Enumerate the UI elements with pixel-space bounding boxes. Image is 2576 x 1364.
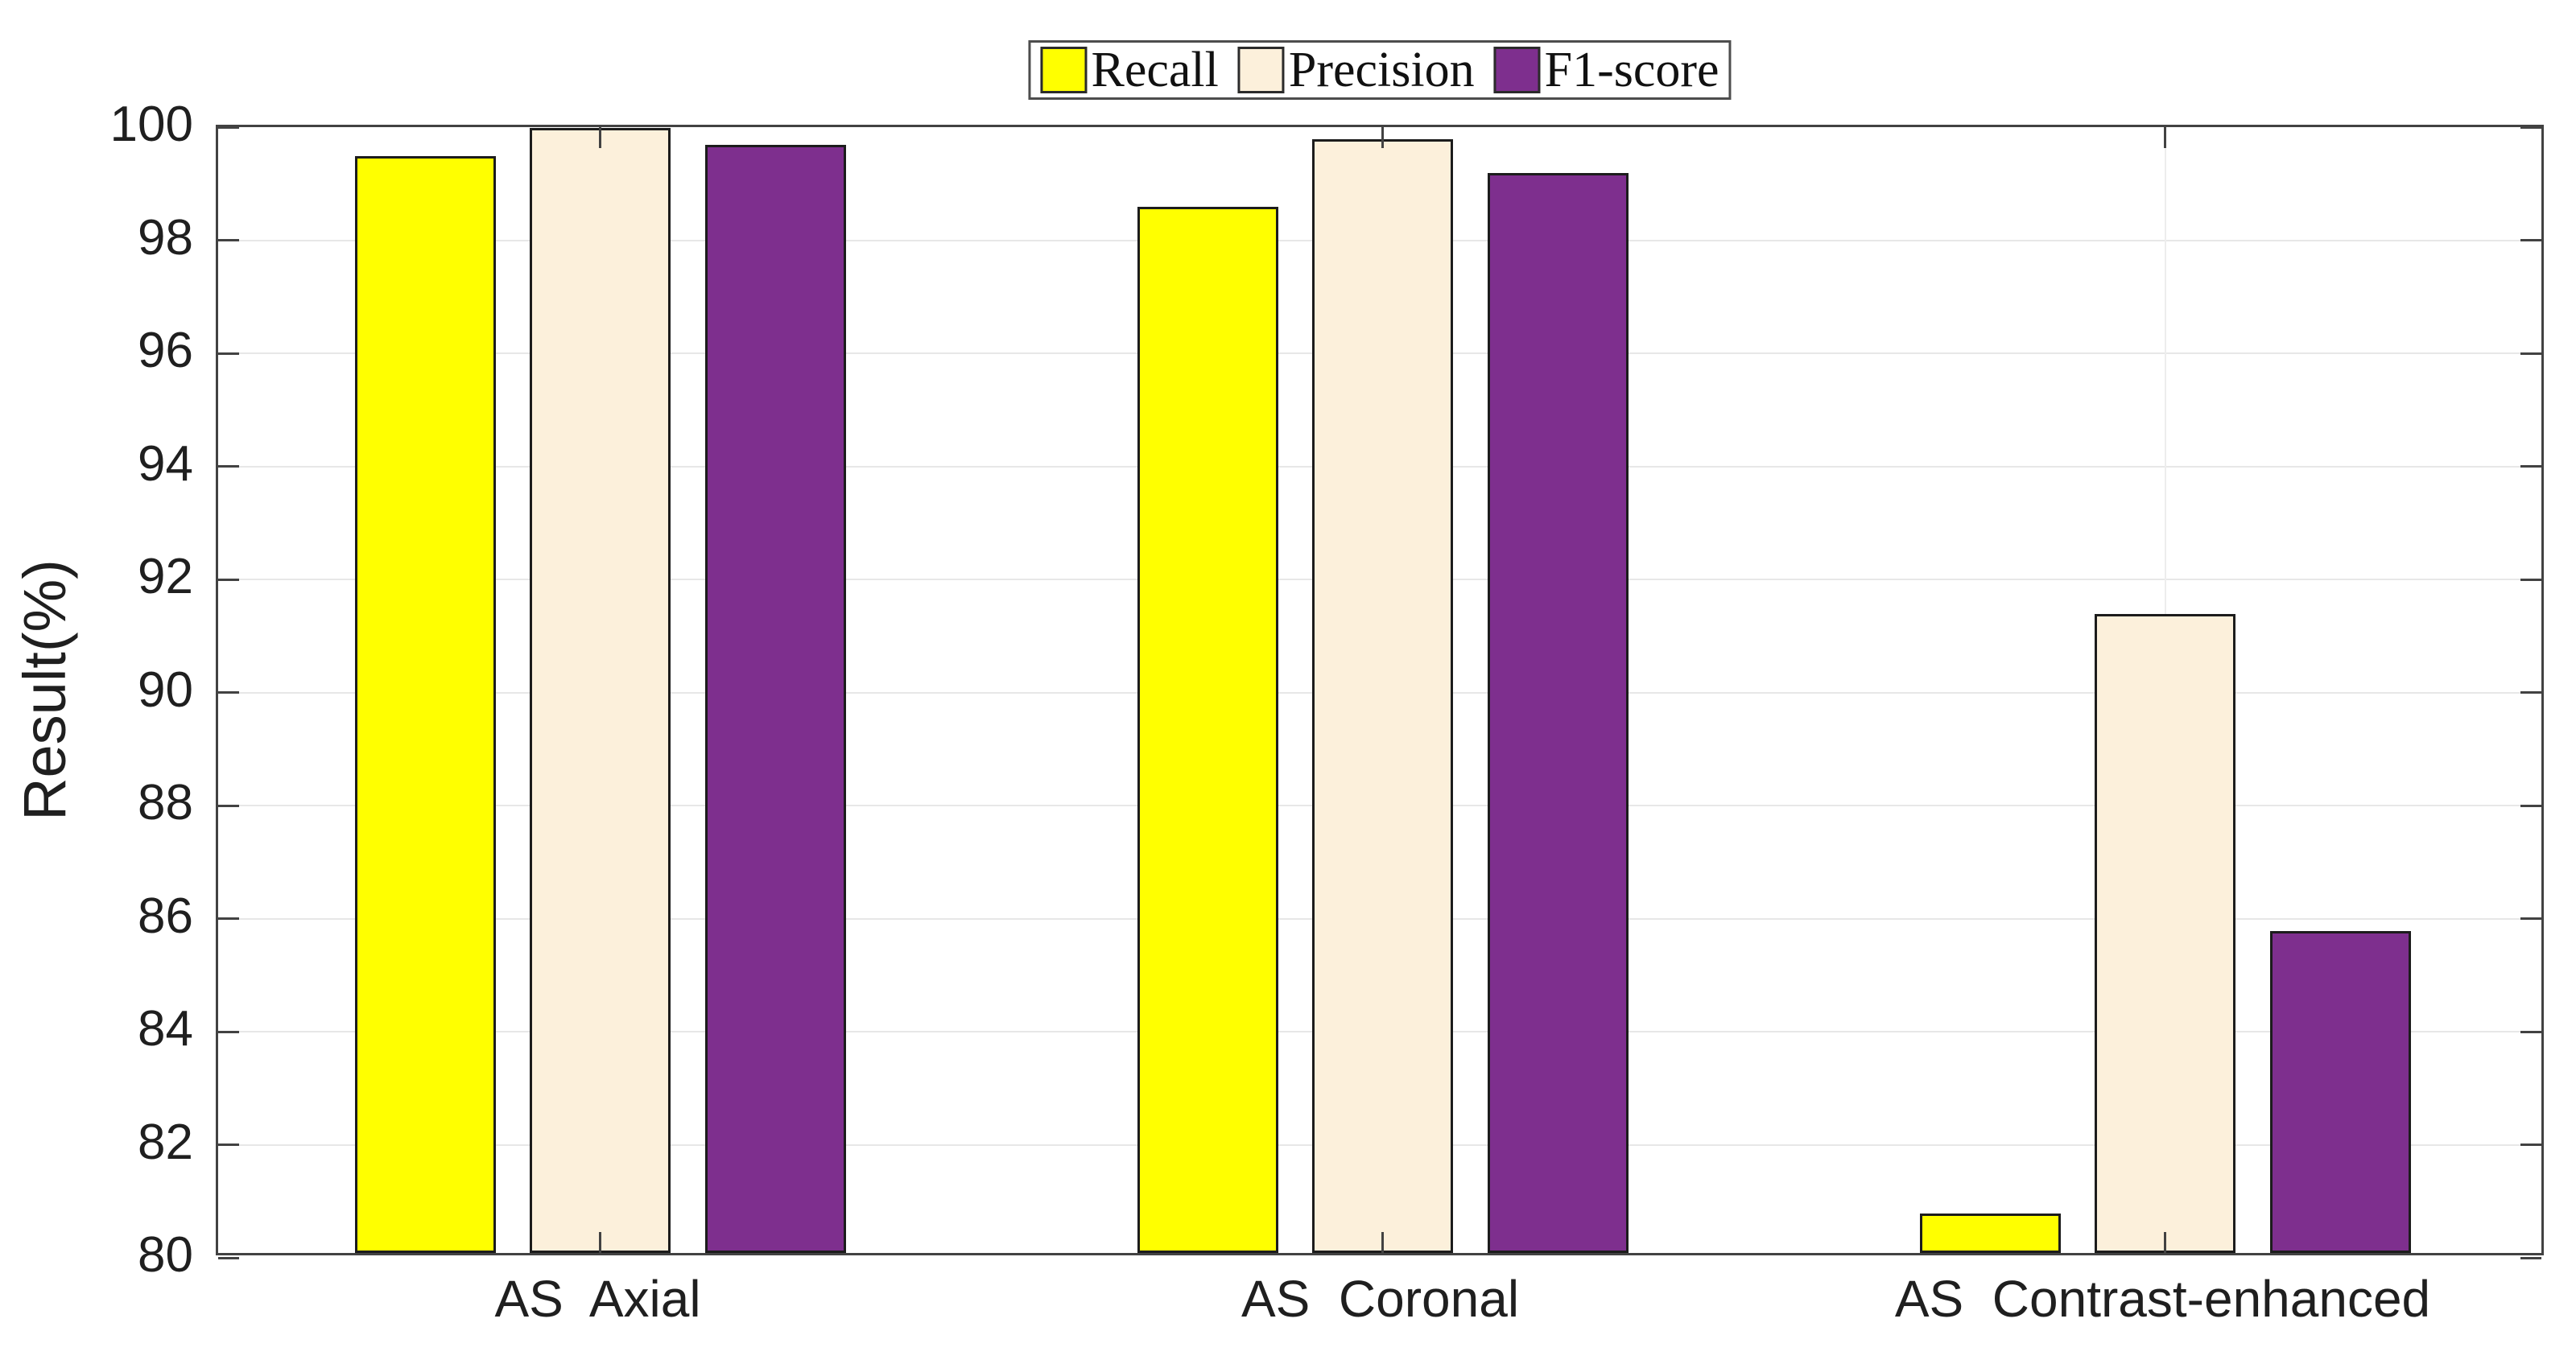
- y-tick-right-96: [2520, 352, 2541, 355]
- bar-recall-group-2: [1137, 207, 1278, 1253]
- y-axis-title-wrap: Result(%): [8, 125, 80, 1255]
- legend-item-recall: Recall: [1040, 42, 1219, 99]
- bar-f1-score-group-3: [2269, 930, 2411, 1253]
- y-tick-left-94: [218, 465, 239, 468]
- y-tick-left-84: [218, 1030, 239, 1033]
- y-tick-left-92: [218, 578, 239, 581]
- x-category-label-1: AS Axial: [494, 1270, 701, 1328]
- y-tick-right-90: [2520, 691, 2541, 694]
- x-category-label-2: AS Coronal: [1241, 1270, 1520, 1328]
- legend-swatch-recall: [1040, 47, 1088, 93]
- y-tick-left-82: [218, 1144, 239, 1146]
- bar-precision-group-1: [530, 128, 671, 1253]
- x-tick-bottom-group-1: [599, 1232, 601, 1253]
- bar-precision-group-2: [1312, 139, 1453, 1253]
- x-tick-top-group-3: [2164, 127, 2166, 148]
- bar-f1-score-group-2: [1487, 173, 1629, 1253]
- y-tick-label-86: 86: [138, 888, 193, 944]
- y-tick-label-90: 90: [138, 661, 193, 718]
- bar-recall-group-1: [354, 156, 496, 1253]
- legend-swatch-precision: [1237, 47, 1285, 93]
- x-category-label-3: AS Contrast-enhanced: [1894, 1270, 2431, 1328]
- legend-item-f1-score: F1-score: [1493, 42, 1719, 99]
- bar-f1-score-group-1: [704, 145, 846, 1253]
- y-tick-left-100: [218, 126, 239, 129]
- y-tick-left-96: [218, 352, 239, 355]
- legend-label-precision: Precision: [1288, 42, 1475, 97]
- x-tick-top-group-2: [1381, 127, 1384, 148]
- y-tick-right-88: [2520, 804, 2541, 807]
- legend-label-f1-score: F1-score: [1544, 42, 1719, 97]
- x-tick-bottom-group-2: [1381, 1232, 1384, 1253]
- y-tick-left-98: [218, 239, 239, 241]
- y-axis-title: Result(%): [10, 559, 78, 821]
- y-tick-label-94: 94: [138, 435, 193, 492]
- y-tick-right-98: [2520, 239, 2541, 241]
- y-tick-label-84: 84: [138, 1001, 193, 1057]
- legend: Recall Precision F1-score: [1028, 40, 1732, 100]
- y-tick-label-92: 92: [138, 549, 193, 604]
- y-tick-label-80: 80: [138, 1227, 193, 1283]
- y-tick-label-88: 88: [138, 775, 193, 830]
- y-tick-left-80: [218, 1256, 239, 1259]
- y-tick-label-98: 98: [138, 209, 193, 266]
- plot-area: [216, 125, 2544, 1259]
- y-tick-right-100: [2520, 126, 2541, 129]
- y-tick-right-86: [2520, 917, 2541, 920]
- y-tick-label-96: 96: [138, 323, 193, 378]
- y-tick-right-92: [2520, 578, 2541, 581]
- x-tick-bottom-group-3: [2164, 1232, 2166, 1253]
- legend-item-precision: Precision: [1237, 42, 1475, 99]
- y-tick-left-86: [218, 917, 239, 920]
- y-tick-label-100: 100: [109, 97, 193, 152]
- y-tick-label-82: 82: [138, 1114, 193, 1170]
- y-tick-right-94: [2520, 465, 2541, 468]
- y-tick-left-90: [218, 691, 239, 694]
- legend-label-recall: Recall: [1091, 42, 1219, 97]
- y-tick-right-80: [2520, 1256, 2541, 1259]
- bar-precision-group-3: [2095, 614, 2235, 1253]
- y-tick-left-88: [218, 804, 239, 807]
- bar-recall-group-3: [1919, 1213, 2061, 1253]
- x-tick-top-group-1: [599, 127, 601, 148]
- y-tick-right-82: [2520, 1144, 2541, 1146]
- legend-swatch-f1-score: [1493, 47, 1541, 93]
- y-tick-right-84: [2520, 1030, 2541, 1033]
